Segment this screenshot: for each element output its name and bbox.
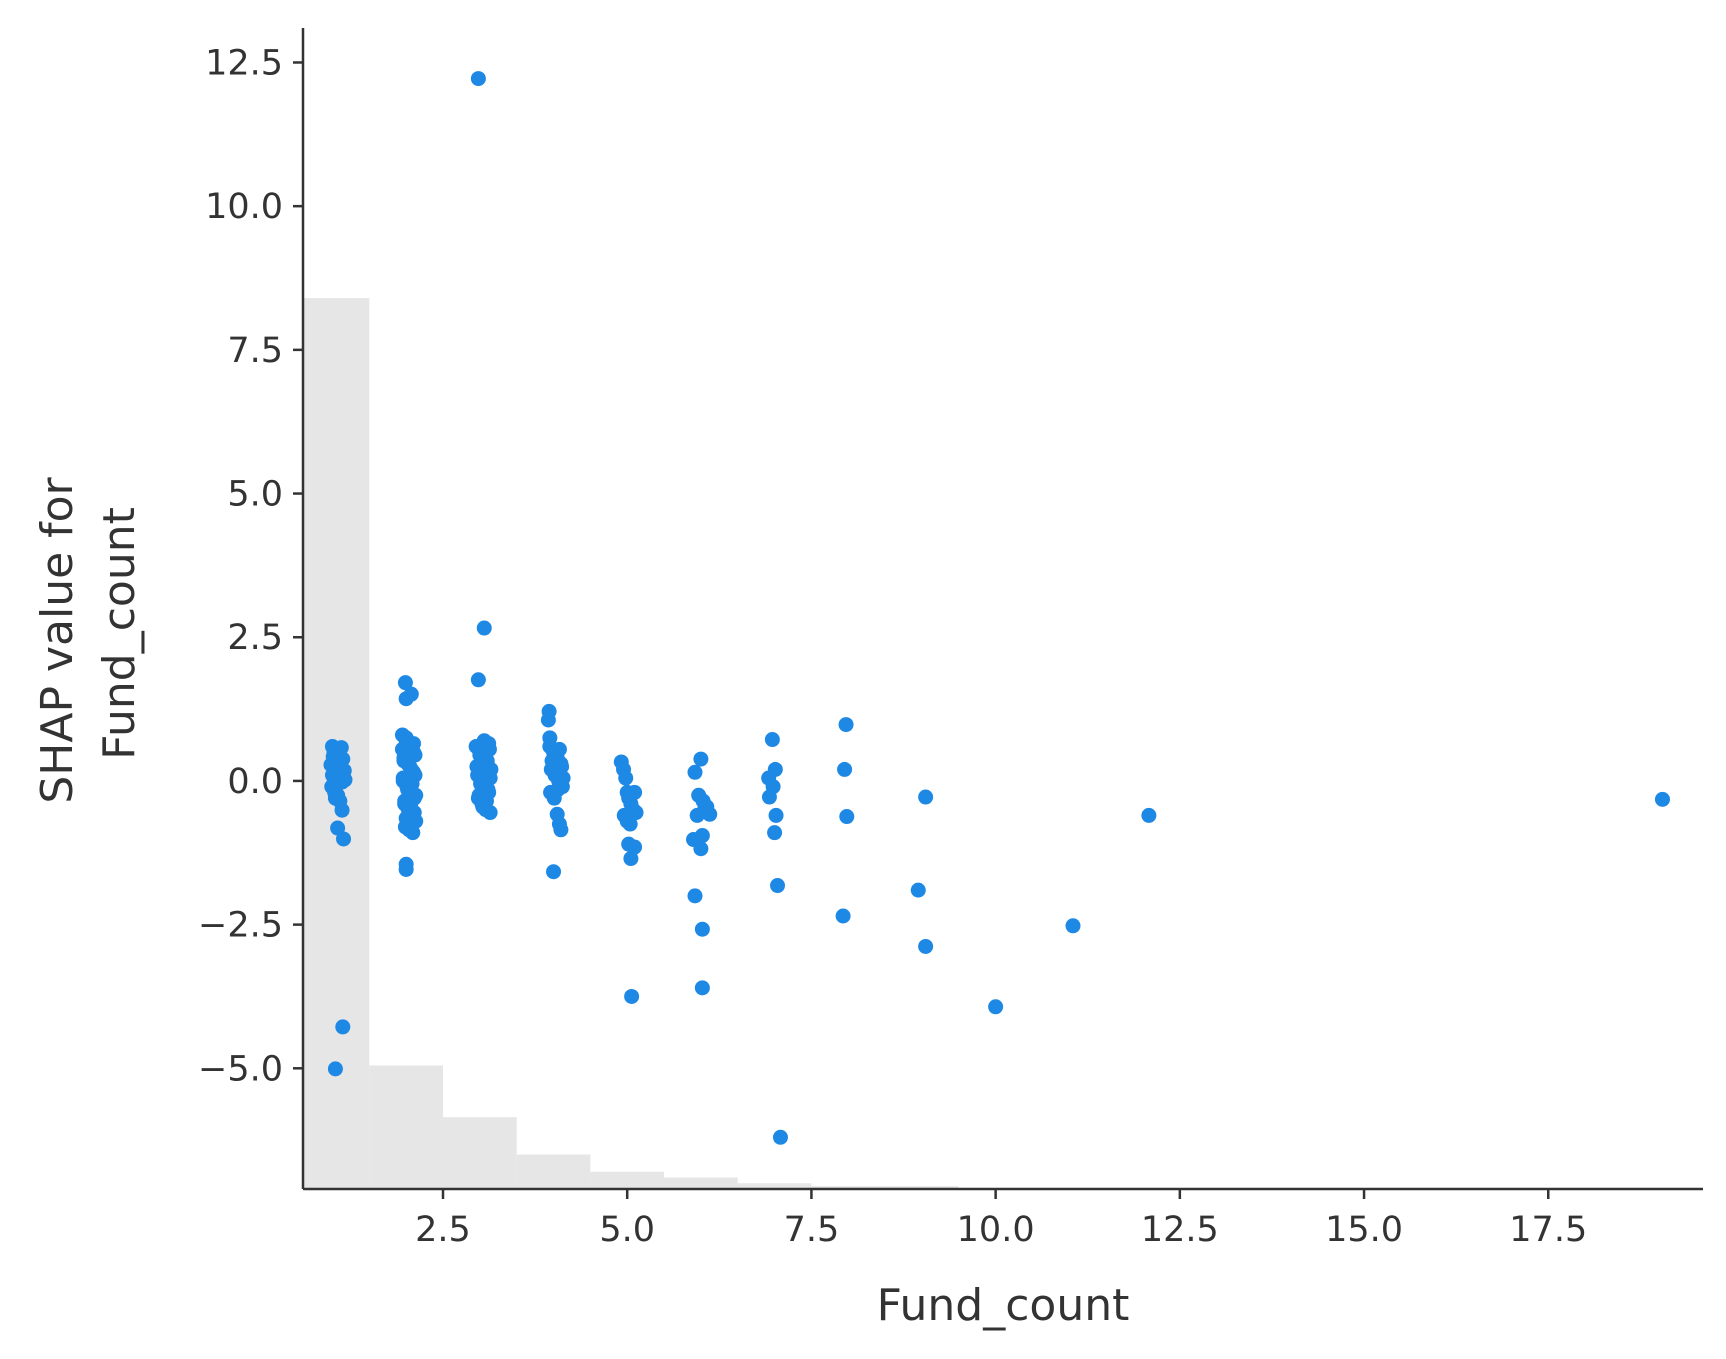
y-tick-label: 7.5 [227,331,283,371]
data-point [693,841,709,857]
data-point [694,828,710,844]
data-point [398,861,414,877]
y-tick-label: 2.5 [227,618,283,658]
histogram-bar [590,1171,665,1189]
data-point [325,749,341,765]
data-point [761,789,777,805]
x-axis-title: Fund_count [877,1280,1130,1331]
data-point [1065,918,1081,934]
y-tick-label: 12.5 [205,43,283,83]
data-point [839,809,855,825]
data-point [918,789,934,805]
data-point [555,770,571,786]
y-tick-label: −2.5 [198,906,283,946]
data-point [470,672,486,688]
data-point [550,782,566,798]
data-point [835,908,851,924]
data-point [772,1129,788,1145]
data-point [693,751,709,767]
histogram-bar [664,1177,738,1189]
data-point [838,717,854,733]
data-point [767,825,783,841]
data-point [687,888,703,904]
data-point [407,747,423,763]
data-point [694,980,710,996]
data-point [542,730,558,746]
histogram-bar [737,1183,812,1189]
data-point [618,770,634,786]
histogram-bar [811,1186,959,1189]
x-tick-label: 17.5 [1509,1210,1587,1250]
x-tick-label: 15.0 [1325,1210,1403,1250]
data-point [1654,791,1670,807]
scatter-points [323,71,1670,1145]
data-point [697,802,713,818]
data-point [336,831,352,847]
data-point [327,1061,343,1077]
data-point [623,851,639,867]
histogram-bar [443,1117,517,1189]
axis-ticks: 2.5 5.0 7.5 10.0 12.5 15.0 17.5 −5.0 −2.5 0.0 2.5 5… [198,43,1587,1250]
data-point [627,839,643,855]
x-tick-label: 7.5 [784,1210,840,1250]
y-tick-label: 10.0 [205,187,283,227]
data-point [476,620,492,636]
data-point [764,732,780,748]
data-point [546,864,562,880]
x-tick-label: 10.0 [957,1210,1035,1250]
x-tick-label: 5.0 [599,1210,655,1250]
data-point [397,675,413,691]
feature-histogram [303,298,959,1189]
y-tick-label: 0.0 [227,762,283,802]
data-point [628,805,644,821]
data-point [767,761,783,777]
data-point [988,999,1004,1015]
data-point [624,988,640,1004]
data-point [394,741,410,757]
y-tick-label: 5.0 [227,475,283,515]
data-point [551,741,567,757]
data-point [482,805,498,821]
data-point [1141,807,1157,823]
data-point [918,938,934,954]
data-point [481,736,497,752]
x-tick-label: 12.5 [1141,1210,1219,1250]
data-point [910,882,926,898]
data-point [553,822,569,838]
data-point [770,878,786,894]
data-point [406,736,422,752]
y-axis-title-line-1: SHAP value for [32,476,83,803]
data-point [768,807,784,823]
data-point [687,764,703,780]
data-point [837,761,853,777]
data-point [335,1019,351,1035]
data-point [398,691,414,707]
data-point [470,71,486,87]
histogram-bar [369,1065,443,1189]
y-axis-title-line-2: Fund_count [94,507,145,760]
data-point [337,772,353,788]
data-point [408,787,424,803]
y-axis-title: SHAP value for Fund_count [32,463,145,803]
histogram-bar [516,1154,591,1189]
data-point [627,784,643,800]
data-point [540,712,556,728]
data-point [334,802,350,818]
y-tick-label: −5.0 [198,1049,283,1089]
data-point [405,813,421,829]
x-tick-label: 2.5 [415,1210,471,1250]
data-point [622,816,638,832]
data-point [694,921,710,937]
